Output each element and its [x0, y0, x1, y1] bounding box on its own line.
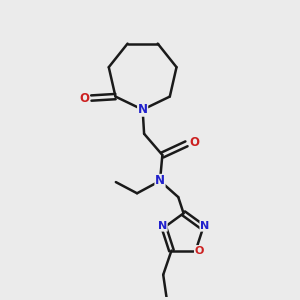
Text: O: O — [194, 246, 204, 256]
Text: N: N — [138, 103, 148, 116]
Text: N: N — [158, 221, 167, 231]
Text: O: O — [190, 136, 200, 149]
Text: N: N — [200, 221, 209, 231]
Text: N: N — [155, 174, 165, 188]
Text: O: O — [79, 92, 89, 105]
